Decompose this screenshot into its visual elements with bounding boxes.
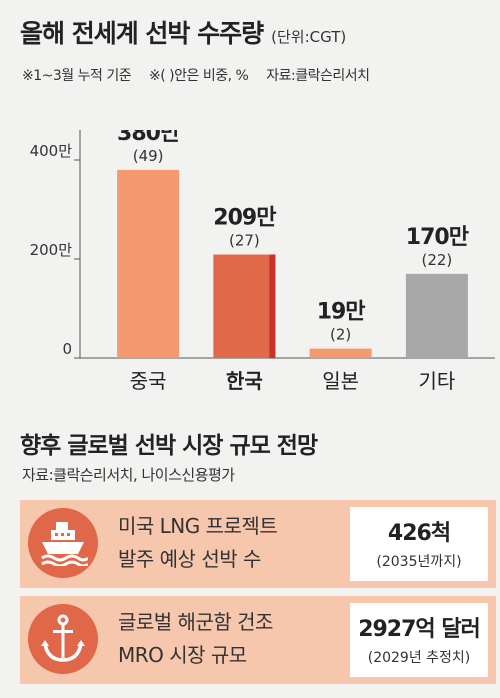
bar-1 [117, 169, 180, 358]
chart-notes: ※1~3월 누적 기준 ※( )안은 비중, % 자료:클락슨리서치 [22, 65, 384, 85]
category-label: 일본 [322, 369, 359, 393]
anchor-icon [28, 604, 98, 674]
value-label: 170만 [406, 225, 469, 250]
forecast-card-navy: 글로벌 해군함 건조 MRO 시장 규모 2927억 달러 (2029년 추정치… [20, 596, 496, 684]
share-label: (2) [330, 326, 351, 344]
forecast-title: 향후 글로벌 선박 시장 규모 전망 [20, 433, 318, 459]
category-label: 중국 [130, 369, 167, 393]
forecast-value-navy: 2927억 달러 [358, 617, 481, 642]
label-line: 글로벌 해군함 건조 [118, 610, 273, 634]
value-label: 19만 [317, 300, 366, 325]
y-tick-label: 0 [62, 340, 72, 358]
bar-chart: 0 200만 400만 380만(49) 중국 209만(27) 한국 19만(2) 일본 170… [30, 130, 495, 393]
forecast-sub-navy: (2029년 추정치) [367, 650, 471, 666]
forecast-value-box-navy: 2927억 달러 (2029년 추정치) [350, 603, 488, 677]
share-label: (49) [133, 147, 164, 165]
chart-title: 올해 전세계 선박 수주량 [20, 19, 264, 48]
note-basis: ※1~3월 누적 기준 [22, 68, 132, 84]
bar-2 [213, 254, 276, 358]
ship-icon [28, 508, 98, 578]
y-tick-label: 200만 [30, 241, 73, 259]
value-label: 209만 [213, 206, 276, 231]
share-label: (27) [229, 232, 260, 250]
forecast-label-navy: 글로벌 해군함 건조 MRO 시장 규모 [118, 606, 348, 672]
forecast-source: 자료:클락슨리서치, 나이스신용평가 [22, 466, 235, 484]
forecast-label-lng: 미국 LNG 프로젝트 발주 예상 선박 수 [118, 510, 348, 576]
note-share: ※( )안은 비중, % [149, 68, 249, 84]
value-label: 380만 [117, 130, 180, 146]
forecast-value-box-lng: 426척 (2035년까지) [350, 507, 488, 581]
share-label: (22) [421, 251, 452, 269]
category-label: 한국 [226, 369, 263, 393]
unit-label: (단위:CGT) [271, 28, 347, 46]
bar-3 [309, 348, 372, 358]
category-label: 기타 [418, 369, 455, 393]
label-line: MRO 시장 규모 [118, 643, 247, 667]
forecast-value-lng: 426척 [387, 521, 451, 546]
label-line: 발주 예상 선박 수 [118, 547, 261, 571]
chart-header: 올해 전세계 선박 수주량 (단위:CGT) [20, 14, 346, 50]
bar-4 [405, 273, 468, 358]
forecast-sub-lng: (2035년까지) [376, 554, 462, 570]
label-line: 미국 LNG 프로젝트 [118, 514, 278, 538]
note-source: 자료:클락슨리서치 [266, 68, 370, 84]
bar-highlight-edge [269, 254, 276, 358]
y-tick-label: 400만 [30, 142, 73, 160]
forecast-card-lng: 미국 LNG 프로젝트 발주 예상 선박 수 426척 (2035년까지) [20, 500, 496, 588]
